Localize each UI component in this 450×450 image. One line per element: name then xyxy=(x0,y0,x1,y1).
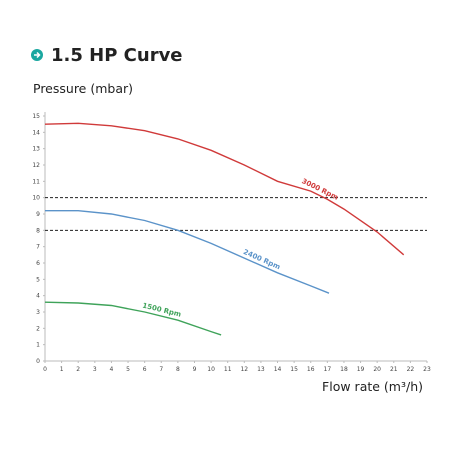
curve xyxy=(45,210,330,294)
y-tick-label: 7 xyxy=(36,244,40,251)
x-tick-label: 9 xyxy=(193,366,197,373)
x-tick-label: 10 xyxy=(207,366,215,373)
x-axis-title: Flow rate (m³/h) xyxy=(322,379,423,394)
y-tick-label: 6 xyxy=(36,260,40,267)
y-tick-label: 1 xyxy=(36,342,40,349)
x-tick-label: 23 xyxy=(423,366,431,373)
x-tick-label: 6 xyxy=(143,366,147,373)
y-tick-label: 4 xyxy=(36,293,40,300)
y-axis-title: Pressure (mbar) xyxy=(33,81,133,96)
x-tick-label: 8 xyxy=(176,366,180,373)
x-tick-label: 14 xyxy=(274,366,282,373)
y-tick-label: 11 xyxy=(32,178,40,185)
chart-title: 1.5 HP Curve xyxy=(51,45,183,66)
y-tick-label: 12 xyxy=(32,162,40,169)
x-tick-label: 16 xyxy=(307,366,315,373)
x-tick-label: 3 xyxy=(93,366,97,373)
x-tick-label: 5 xyxy=(126,366,130,373)
curve xyxy=(44,301,222,336)
x-tick-label: 1 xyxy=(60,366,64,373)
y-tick-label: 3 xyxy=(36,309,40,316)
x-tick-label: 17 xyxy=(324,366,332,373)
x-tick-label: 11 xyxy=(224,366,232,373)
x-tick-label: 18 xyxy=(340,366,348,373)
y-tick-label: 13 xyxy=(32,146,40,153)
x-tick-label: 2 xyxy=(76,366,80,373)
x-tick-label: 21 xyxy=(390,366,398,373)
x-tick-label: 13 xyxy=(257,366,265,373)
y-tick-label: 5 xyxy=(36,276,40,283)
x-tick-label: 7 xyxy=(159,366,163,373)
x-tick-label: 19 xyxy=(357,366,365,373)
title-icon-arrow xyxy=(34,51,41,59)
x-tick-label: 4 xyxy=(110,366,114,373)
y-tick-label: 10 xyxy=(32,195,40,202)
x-tick-label: 20 xyxy=(373,366,381,373)
y-tick-label: 2 xyxy=(36,325,40,332)
x-tick-label: 0 xyxy=(43,366,47,373)
y-tick-label: 0 xyxy=(36,358,40,365)
x-tick-label: 22 xyxy=(407,366,415,373)
y-tick-label: 15 xyxy=(32,113,40,120)
y-tick-label: 14 xyxy=(32,129,40,136)
curve xyxy=(44,122,405,256)
y-tick-label: 9 xyxy=(36,211,40,218)
y-tick-label: 8 xyxy=(36,227,40,234)
x-tick-label: 12 xyxy=(240,366,248,373)
x-tick-label: 15 xyxy=(290,366,298,373)
